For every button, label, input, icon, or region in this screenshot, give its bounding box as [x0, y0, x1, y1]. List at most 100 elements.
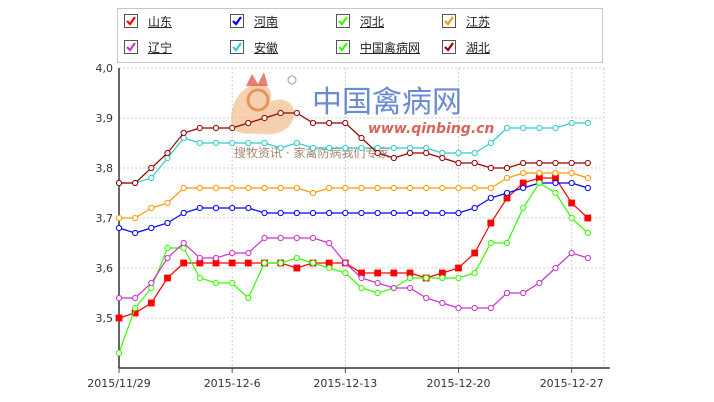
data-point [229, 204, 236, 212]
legend-label: 河南 [254, 14, 279, 29]
legend-item[interactable]: 河北 [336, 12, 384, 30]
data-point [552, 264, 559, 272]
data-point [568, 169, 575, 177]
checkmark-icon [338, 42, 348, 52]
data-point [552, 169, 559, 177]
legend-item[interactable]: 山东 [124, 12, 172, 30]
legend-checkbox[interactable] [336, 40, 350, 54]
data-point [439, 149, 446, 157]
data-point [115, 294, 123, 302]
data-point [309, 234, 317, 242]
data-point [212, 279, 220, 287]
data-point [261, 259, 268, 267]
data-point [584, 214, 592, 222]
legend-item[interactable]: 安徽 [230, 38, 278, 56]
legend-checkbox[interactable] [442, 14, 456, 28]
data-point [180, 184, 187, 192]
data-point [326, 239, 333, 247]
data-point [503, 289, 511, 297]
data-point [503, 124, 511, 132]
data-point [115, 314, 123, 322]
data-point [229, 124, 236, 132]
data-point [423, 294, 430, 302]
data-point [309, 189, 317, 197]
data-point [390, 184, 397, 192]
data-point [245, 184, 252, 192]
data-point [148, 204, 155, 212]
y-tick-label: 4,0 [96, 62, 114, 75]
data-point [293, 209, 300, 217]
data-point [293, 184, 300, 192]
data-point [132, 179, 139, 187]
data-point [148, 284, 155, 292]
legend-item[interactable]: 中国禽病网 [336, 38, 420, 56]
legend-item[interactable]: 湖北 [442, 38, 490, 56]
legend-checkbox[interactable] [336, 14, 350, 28]
data-point [536, 159, 543, 167]
data-point [439, 154, 446, 162]
data-point [503, 164, 511, 172]
data-point [244, 259, 252, 267]
series-line [119, 237, 589, 309]
chart-legend: 山东 河南 河北 江苏辽宁 安徽 中国禽病网 湖北 [117, 8, 603, 63]
data-point [342, 259, 349, 267]
data-point [228, 259, 236, 267]
data-point [342, 144, 349, 152]
y-tick-label: 3,8 [96, 162, 114, 175]
data-point [568, 214, 575, 222]
legend-checkbox[interactable] [124, 14, 138, 28]
legend-checkbox[interactable] [442, 40, 456, 54]
legend-item[interactable]: 辽宁 [124, 38, 172, 56]
data-point [374, 279, 381, 287]
checkmark-icon [444, 42, 454, 52]
data-point [326, 264, 333, 272]
data-point [148, 279, 155, 287]
data-point [196, 124, 203, 132]
legend-checkbox[interactable] [124, 40, 138, 54]
data-point [374, 289, 381, 297]
data-point [309, 119, 317, 127]
data-point [245, 119, 252, 127]
data-point [374, 209, 381, 217]
data-point [455, 304, 462, 312]
x-tick-label: 2015/11/29 [87, 377, 150, 390]
data-point [406, 184, 414, 192]
legend-checkbox[interactable] [230, 40, 244, 54]
grid [119, 67, 605, 368]
legend-item[interactable]: 河南 [230, 12, 278, 30]
data-point [471, 149, 478, 157]
data-point [520, 184, 527, 192]
data-point [326, 184, 333, 192]
data-point [309, 209, 317, 217]
data-point [471, 159, 478, 167]
data-point [520, 204, 527, 212]
data-point [132, 294, 139, 302]
data-point [455, 159, 462, 167]
legend-checkbox[interactable] [230, 14, 244, 28]
series-line [118, 182, 589, 354]
data-point [358, 284, 365, 292]
series-lines [115, 109, 592, 357]
data-point [455, 209, 462, 217]
data-point [552, 179, 559, 187]
data-point [180, 244, 187, 252]
data-point [568, 199, 576, 207]
data-point [358, 184, 365, 192]
data-point [358, 134, 365, 142]
data-point [245, 204, 252, 212]
data-point [196, 184, 203, 192]
series-4 [115, 234, 591, 312]
data-point [552, 159, 559, 167]
data-point [406, 284, 414, 292]
legend-item[interactable]: 江苏 [442, 12, 490, 30]
data-point [358, 209, 365, 217]
data-point [212, 204, 220, 212]
data-point [293, 109, 300, 117]
y-tick-label: 3,5 [96, 312, 114, 325]
data-point [390, 284, 397, 292]
data-point [423, 149, 430, 157]
data-point [261, 234, 268, 242]
watermark-slogan: 搜牧资讯 · 家禽防病我们专家 [234, 145, 389, 160]
series-7 [115, 109, 591, 187]
data-point [455, 184, 462, 192]
